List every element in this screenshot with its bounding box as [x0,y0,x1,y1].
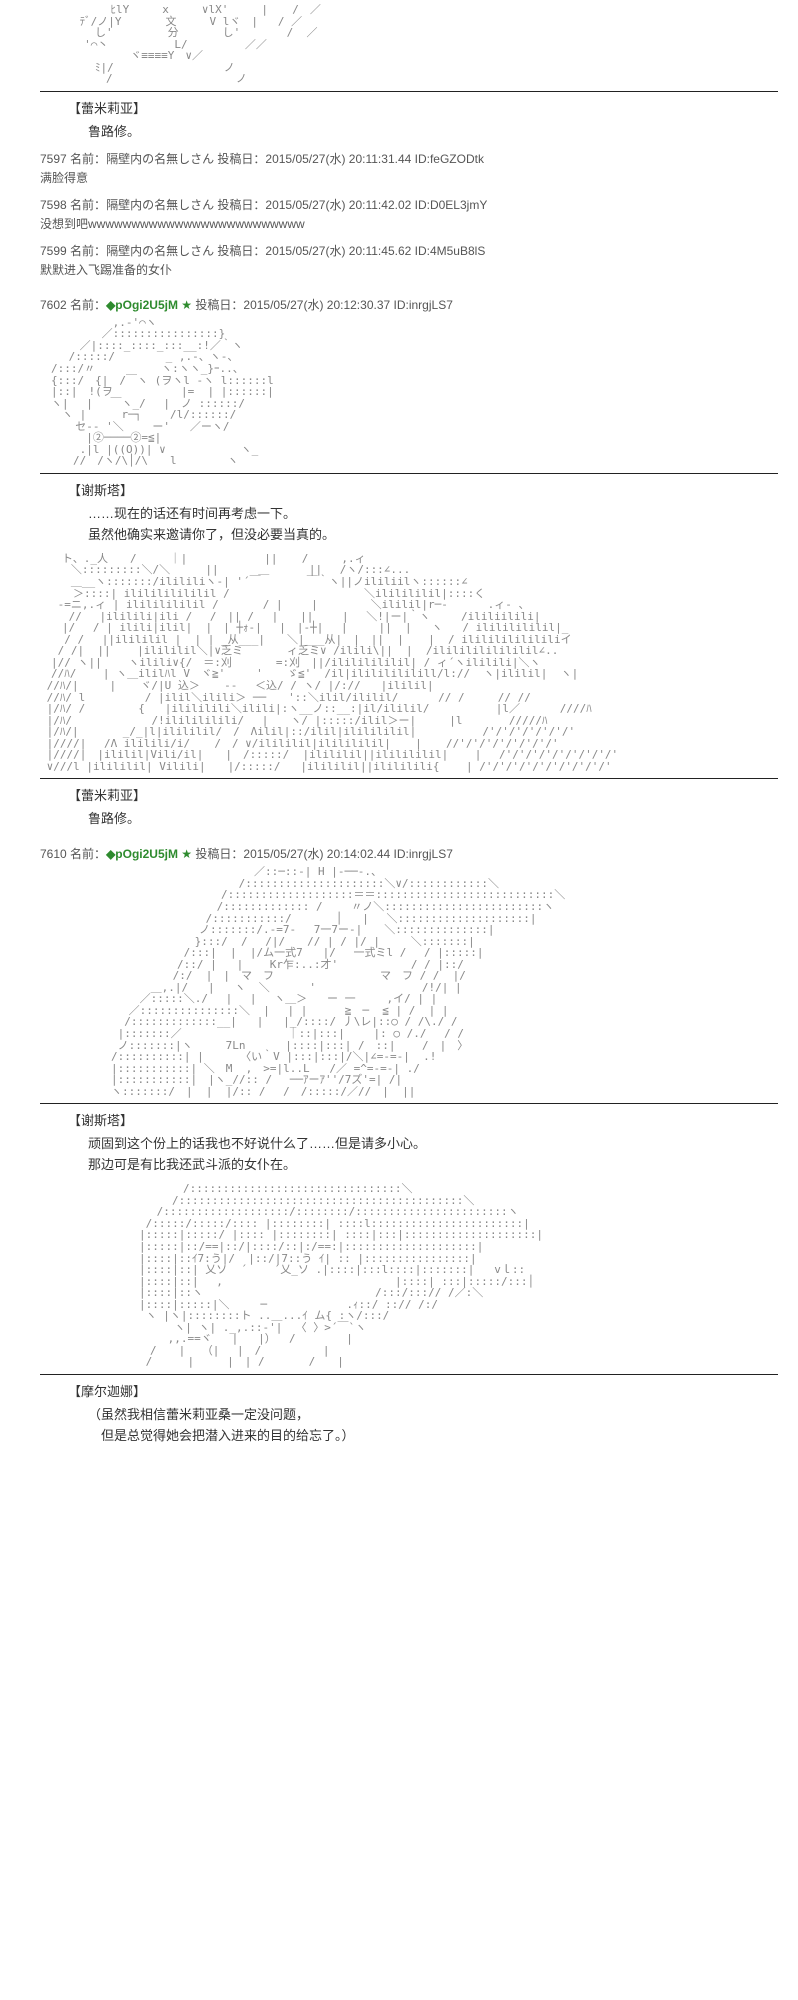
post-body-7597: 满脸得意 [40,169,778,186]
post-prefix: 名前： [70,198,106,212]
post-date: 投稿日：2015/05/27(水) 20:11:45.62 ID:4M5uB8l… [214,244,485,258]
post-prefix: 名前： [70,244,106,258]
ascii-art-3: ト、._人 / ｜| || / ,.ィ ＼:::::::::＼/＼ || ＿ |… [40,553,778,772]
post-name: 隔壁内の名無しさん [106,198,214,212]
ascii-art-4: ／::─::-| H |-──-.、 /::::::::::::::::::::… [100,866,778,1097]
speaker-morgana: 【摩尔迦娜】 [68,1381,778,1400]
speaker-siesta-1: 【谢斯塔】 [68,480,778,499]
dialogue-1: 鲁路修。 [88,121,778,140]
post-header-7597: 7597 名前：隔壁内の名無しさん 投稿日：2015/05/27(水) 20:1… [40,150,778,167]
post-header-7598: 7598 名前：隔壁内の名無しさん 投稿日：2015/05/27(水) 20:1… [40,196,778,213]
post-num: 7610 [40,847,67,861]
post-num: 7598 [40,198,67,212]
post-date: 投稿日：2015/05/27(水) 20:11:42.02 ID:D0EL3jm… [214,198,487,212]
post-trip: ◆pOgi2U5jM [106,298,178,312]
post-star: ★ [178,847,192,861]
ascii-art-1: ﾋlY x ∨lX' | / ／ ﾃﾞ/ノ|Y 文 V lヾ | / ／ し' … [40,4,778,85]
post-date: 投稿日：2015/05/27(水) 20:14:02.44 ID:inrgjLS… [192,847,453,861]
post-trip: ◆pOgi2U5jM [106,847,178,861]
divider [40,473,778,474]
speaker-remilia-1: 【蕾米莉亚】 [68,98,778,117]
post-star: ★ [178,298,192,312]
post-prefix: 名前： [70,152,106,166]
post-header-7610: 7610 名前：◆pOgi2U5jM ★ 投稿日：2015/05/27(水) 2… [40,845,778,862]
dialogue-4a: 顽固到这个份上的话我也不好说什么了……但是请多小心。 [88,1133,778,1152]
divider [40,91,778,92]
speaker-siesta-2: 【谢斯塔】 [68,1110,778,1129]
ascii-art-5: /::::::::::::::::::::::::::::::::＼ /::::… [40,1183,778,1368]
dialogue-2a: ……现在的话还有时间再考虑一下。 [88,503,778,522]
divider [40,1374,778,1375]
post-name: 隔壁内の名無しさん [106,152,214,166]
post-body-7598: 没想到吧wwwwwwwwwwwwwwwwwwwwwwwww [40,215,778,232]
post-date: 投稿日：2015/05/27(水) 20:11:31.44 ID:feGZODt… [214,152,484,166]
divider [40,1103,778,1104]
post-num: 7602 [40,298,67,312]
ascii-art-2: ,.-'⌒ヽ ／::::::::::::::::} ／|::::_::::_::… [40,317,778,467]
post-name: 隔壁内の名無しさん [106,244,214,258]
dialogue-3: 鲁路修。 [88,808,778,827]
post-date: 投稿日：2015/05/27(水) 20:12:30.37 ID:inrgjLS… [192,298,453,312]
divider [40,778,778,779]
dialogue-2b: 虽然他确实来邀请你了，但没必要当真的。 [88,524,778,543]
dialogue-4b: 那边可是有比我还武斗派的女仆在。 [88,1154,778,1173]
post-num: 7599 [40,244,67,258]
dialogue-5a: （虽然我相信蕾米莉亚桑一定没问题， [88,1404,778,1423]
post-body-7599: 默默进入飞踢准备的女仆 [40,261,778,278]
speaker-remilia-2: 【蕾米莉亚】 [68,785,778,804]
post-prefix: 名前： [70,298,106,312]
dialogue-5b: 但是总觉得她会把潜入进来的目的给忘了。） [88,1425,778,1444]
post-header-7599: 7599 名前：隔壁内の名無しさん 投稿日：2015/05/27(水) 20:1… [40,242,778,259]
post-prefix: 名前： [70,847,106,861]
post-header-7602: 7602 名前：◆pOgi2U5jM ★ 投稿日：2015/05/27(水) 2… [40,296,778,313]
post-num: 7597 [40,152,67,166]
